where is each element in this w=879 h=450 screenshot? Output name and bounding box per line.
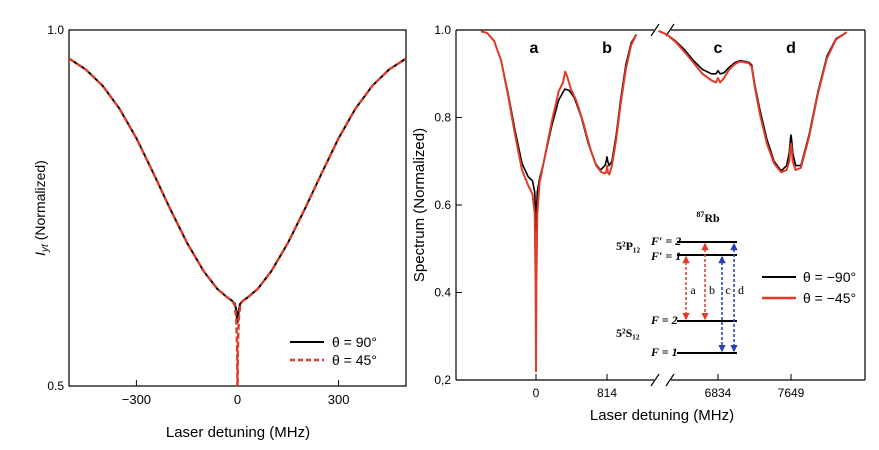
- right-y-tick-label: 0.4: [434, 286, 451, 300]
- peak-label-c: c: [714, 40, 723, 57]
- peak-label-b: b: [602, 40, 612, 57]
- left-y-label-rest: (Normalized): [32, 160, 48, 244]
- axis-break-marks: [650, 23, 675, 387]
- inset-title-main: Rb: [704, 211, 720, 225]
- inset-p-state-label: 5²P₁₂: [616, 239, 641, 253]
- inset-p-upper-label: F′ = 2: [650, 234, 681, 248]
- right-series-90-line-segment-1: [480, 30, 637, 233]
- left-legend-label-45: θ = 45°: [332, 352, 377, 368]
- left-x-axis-label: Laser detuning (MHz): [166, 424, 310, 441]
- right-series-45-line-segment-2: [658, 30, 848, 174]
- right-legend: θ = −90° θ = −45°: [762, 269, 856, 306]
- right-x-tick-label: 7649: [778, 386, 805, 400]
- right-x-axis-label: Laser detuning (MHz): [590, 407, 734, 424]
- left-chart: −300 0 300 1.0 0.5 Laser detuning (MHz) Iyt …: [32, 23, 407, 441]
- inset-s-lower-label: F = 1: [650, 345, 678, 359]
- energy-level-inset: 87Rb 5²P₁₂ F′ = 2 F′ = 1 5²S₁₂ F = 2 F =…: [616, 210, 744, 359]
- inset-s-upper-label: F = 2: [650, 313, 678, 327]
- left-y-axis-label: Iyt (Normalized): [32, 160, 51, 256]
- left-legend-label-90: θ = 90°: [332, 334, 377, 350]
- inset-s-state-label: 5²S₁₂: [616, 326, 640, 340]
- left-x-tick-label: 300: [328, 392, 350, 407]
- transition-a-label: a: [690, 283, 696, 297]
- left-axis-ticks: −300 0 300 1.0 0.5: [47, 23, 349, 407]
- right-series-45-line-segment-1: [480, 30, 638, 373]
- right-y-tick-label: 0,2: [434, 373, 451, 387]
- right-series-group: [480, 30, 848, 373]
- right-legend-label-90: θ = −90°: [803, 269, 856, 285]
- right-y-tick-label: 0.8: [434, 111, 451, 125]
- right-chart: 0,2 0.4 0.6 0.8 1.0 0 814 6834 7649 a b c d Lase…: [411, 23, 866, 424]
- left-x-tick-label: −300: [122, 392, 151, 407]
- right-legend-label-45: θ = −45°: [803, 290, 856, 306]
- transition-d-label: d: [738, 283, 744, 297]
- left-x-tick-label: 0: [234, 392, 241, 407]
- left-y-tick-label: 0.5: [47, 379, 64, 393]
- inset-title-sup: 87: [696, 210, 704, 219]
- transition-b-label: b: [709, 283, 715, 297]
- left-y-label-symbol: I: [32, 252, 48, 256]
- right-y-axis-label: Spectrum (Normalized): [411, 128, 428, 282]
- left-legend: θ = 90° θ = 45°: [290, 334, 377, 368]
- left-y-tick-label: 1.0: [47, 23, 64, 37]
- left-y-label-sub: yt: [40, 243, 51, 253]
- right-axis-ticks: 0,2 0.4 0.6 0.8 1.0 0 814 6834 7649: [434, 23, 804, 400]
- peak-labels: a b c d: [530, 40, 796, 57]
- left-series-90-line: [69, 57, 406, 324]
- peak-label-d: d: [786, 40, 796, 57]
- right-x-tick-label: 6834: [705, 386, 732, 400]
- right-series-90-line-segment-2: [658, 30, 848, 172]
- right-x-tick-label: 0: [533, 386, 540, 400]
- right-y-tick-label: 1.0: [434, 23, 451, 37]
- right-x-tick-label: 814: [597, 386, 617, 400]
- peak-label-a: a: [530, 40, 539, 57]
- right-y-tick-label: 0.6: [434, 198, 451, 212]
- transition-c-label: c: [725, 283, 730, 297]
- inset-title: 87Rb: [696, 210, 720, 225]
- inset-p-lower-label: F′ = 1: [650, 249, 681, 263]
- left-series-group: [69, 57, 406, 386]
- left-series-45-line: [69, 57, 406, 386]
